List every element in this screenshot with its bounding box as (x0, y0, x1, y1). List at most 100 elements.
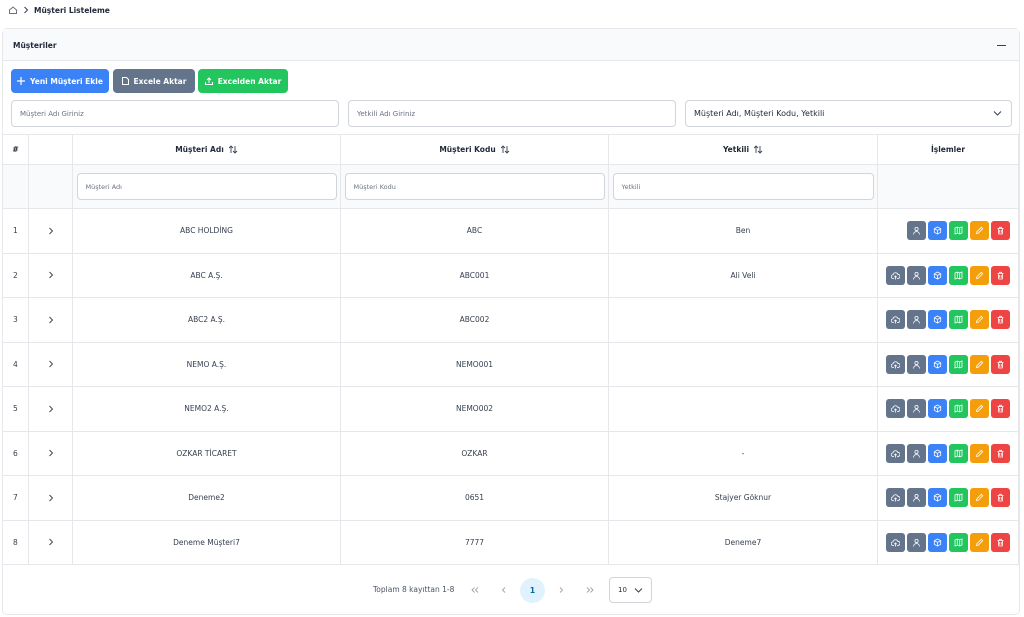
table-cell: NEMO A.Ş. (73, 342, 341, 387)
expand-row-button[interactable] (48, 405, 54, 413)
column-filter[interactable]: Müşteri Adı (76, 173, 337, 200)
delete-button[interactable] (991, 532, 1010, 552)
delete-button[interactable] (991, 221, 1010, 241)
user-button[interactable] (907, 443, 926, 463)
action-icon (954, 538, 963, 547)
column-filter[interactable]: Yetkili (612, 173, 874, 200)
sort-icon[interactable] (500, 145, 510, 154)
filter-cell (3, 165, 29, 209)
edit-button[interactable] (970, 532, 989, 552)
action-icon (954, 360, 963, 369)
current-page[interactable]: 1 (520, 578, 545, 603)
customer-name-filter[interactable]: Müşteri Adı Giriniz (11, 100, 339, 127)
product-button[interactable] (928, 488, 947, 508)
edit-button[interactable] (970, 488, 989, 508)
table-cell: Ben (609, 209, 878, 254)
product-button[interactable] (928, 221, 947, 241)
table-cell (878, 431, 1019, 476)
expand-row-button[interactable] (48, 538, 54, 546)
upload-button[interactable] (886, 532, 905, 552)
upload-button[interactable] (886, 354, 905, 374)
upload-button[interactable] (886, 265, 905, 285)
edit-button[interactable] (970, 399, 989, 419)
contact-name-filter[interactable]: Yetkili Adı Giriniz (348, 100, 676, 127)
upload-button[interactable] (886, 488, 905, 508)
user-button[interactable] (907, 399, 926, 419)
add-customer-button[interactable]: Yeni Müşteri Ekle (11, 69, 109, 93)
search-fields-select[interactable]: Müşteri Adı, Müşteri Kodu, Yetkili (685, 100, 1012, 127)
map-button[interactable] (949, 488, 968, 508)
export-excel-button[interactable]: Excele Aktar (113, 69, 195, 93)
product-button[interactable] (928, 399, 947, 419)
delete-button[interactable] (991, 399, 1010, 419)
edit-button[interactable] (970, 265, 989, 285)
user-button[interactable] (907, 354, 926, 374)
last-page-button[interactable] (585, 586, 595, 594)
header-label: Müşteri Kodu (439, 145, 496, 154)
column-filter[interactable]: Müşteri Kodu (344, 173, 605, 200)
action-icon (975, 271, 984, 279)
delete-button[interactable] (991, 310, 1010, 330)
action-icon (975, 449, 984, 457)
expand-row-button[interactable] (48, 494, 54, 502)
product-button[interactable] (928, 310, 947, 330)
row-number: 8 (13, 537, 18, 547)
map-button[interactable] (949, 354, 968, 374)
edit-button[interactable] (970, 354, 989, 374)
user-button[interactable] (907, 532, 926, 552)
import-excel-button[interactable]: Excelden Aktar (198, 69, 288, 93)
sort-icon[interactable] (228, 145, 238, 154)
upload-button[interactable] (886, 443, 905, 463)
table-cell: 5 (3, 387, 29, 432)
customer-code: 7777 (464, 537, 485, 547)
action-icon (997, 538, 1004, 547)
delete-button[interactable] (991, 265, 1010, 285)
action-icon (933, 271, 942, 280)
product-button[interactable] (928, 443, 947, 463)
collapse-button[interactable] (997, 45, 1006, 46)
delete-button[interactable] (991, 488, 1010, 508)
table-cell (29, 387, 73, 432)
product-button[interactable] (928, 354, 947, 374)
action-icon (913, 494, 920, 502)
map-button[interactable] (949, 221, 968, 241)
home-icon[interactable] (8, 5, 18, 15)
customer-code: ABC001 (459, 270, 490, 280)
filter-cell: Müşteri Kodu (341, 165, 609, 209)
map-button[interactable] (949, 443, 968, 463)
expand-row-button[interactable] (48, 449, 54, 457)
edit-button[interactable] (970, 221, 989, 241)
customer-code: 0651 (464, 493, 485, 503)
product-button[interactable] (928, 265, 947, 285)
expand-row-button[interactable] (48, 271, 54, 279)
upload-button[interactable] (886, 310, 905, 330)
user-button[interactable] (907, 221, 926, 241)
expand-row-button[interactable] (48, 316, 54, 324)
next-page-button[interactable] (556, 586, 566, 594)
table-cell: 8 (3, 520, 29, 565)
product-button[interactable] (928, 532, 947, 552)
expand-row-button[interactable] (48, 227, 54, 235)
expand-row-button[interactable] (48, 360, 54, 368)
user-button[interactable] (907, 310, 926, 330)
delete-button[interactable] (991, 354, 1010, 374)
sort-icon[interactable] (754, 145, 763, 154)
edit-button[interactable] (970, 443, 989, 463)
action-icon (997, 449, 1004, 458)
header-label: İşlemler (930, 145, 966, 154)
map-button[interactable] (949, 265, 968, 285)
user-button[interactable] (907, 265, 926, 285)
map-button[interactable] (949, 310, 968, 330)
map-button[interactable] (949, 399, 968, 419)
previous-page-button[interactable] (499, 586, 509, 594)
user-button[interactable] (907, 488, 926, 508)
action-icon (891, 316, 900, 324)
first-page-button[interactable] (470, 586, 480, 594)
edit-button[interactable] (970, 310, 989, 330)
page-size-select[interactable]: 10 (609, 577, 652, 603)
action-icon (913, 227, 920, 235)
delete-button[interactable] (991, 443, 1010, 463)
table-cell: NEMO002 (341, 387, 609, 432)
upload-button[interactable] (886, 399, 905, 419)
map-button[interactable] (949, 532, 968, 552)
